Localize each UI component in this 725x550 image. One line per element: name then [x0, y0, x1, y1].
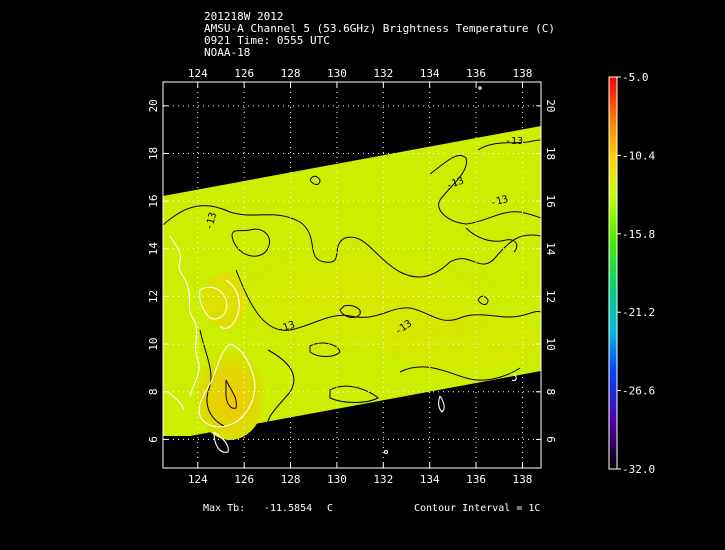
max-tb-unit: C	[327, 503, 334, 514]
contour-label: -13	[505, 136, 523, 147]
lat-tick-label-left: 14	[147, 242, 160, 256]
max-tb-value: -11.5854	[264, 503, 313, 514]
lon-tick-label-top: 134	[420, 67, 440, 80]
lat-tick-label-left: 16	[147, 195, 160, 208]
lat-tick-label-right: 8	[544, 388, 557, 395]
colorbar-labels: -5.0 -10.4 -15.8 -21.2 -26.6 -32.0	[617, 71, 655, 476]
lat-tick-label-right: 6	[544, 436, 557, 443]
lon-tick-label-top: 124	[188, 67, 208, 80]
product-id: 201218W 2012	[204, 10, 284, 23]
colorbar-label: -32.0	[622, 463, 655, 476]
lat-tick-label-right: 16	[544, 195, 557, 208]
lon-tick-label-top: 138	[513, 67, 533, 80]
colorbar	[608, 76, 618, 470]
product-title: AMSU-A Channel 5 (53.6GHz) Brightness Te…	[204, 22, 555, 35]
contour-label: -13	[204, 211, 219, 231]
satellite-name: NOAA-18	[204, 46, 251, 59]
lon-tick-label-bottom: 126	[234, 473, 254, 486]
swath-shade	[380, 310, 540, 370]
lon-tick-label-bottom: 124	[188, 473, 208, 486]
lat-tick-label-left: 12	[147, 290, 160, 303]
colorbar-label: -15.8	[622, 228, 655, 241]
lon-tick-label-bottom: 130	[327, 473, 347, 486]
lon-tick-label-bottom: 136	[466, 473, 486, 486]
map-frame	[162, 81, 542, 469]
contour-interval: Contour Interval = 1C	[414, 503, 541, 514]
time-line: 0921 Time: 0555 UTC	[204, 34, 330, 47]
lon-tick-label-top: 126	[234, 67, 254, 80]
warm-core	[203, 272, 247, 328]
lat-tick-label-right: 12	[544, 290, 557, 303]
lat-tick-label-left: 8	[147, 388, 160, 395]
lat-tick-label-left: 6	[147, 436, 160, 443]
lat-tick-label-right: 14	[544, 242, 557, 256]
colorbar-label: -5.0	[622, 71, 649, 84]
coastline	[167, 86, 517, 455]
lon-tick-label-top: 136	[466, 67, 486, 80]
colorbar-label: -10.4	[622, 149, 655, 162]
colorbar-label: -26.6	[622, 385, 655, 398]
lat-tick-label-right: 18	[544, 147, 557, 160]
lon-tick-label-top: 128	[281, 67, 301, 80]
lon-tick-label-bottom: 128	[281, 473, 301, 486]
axis-labels: 1241241261261281281301301321321341341361…	[147, 67, 557, 486]
contour-lines	[163, 139, 541, 433]
lat-tick-label-right: 10	[544, 337, 557, 350]
lat-tick-label-right: 20	[544, 99, 557, 112]
lon-tick-label-bottom: 134	[420, 473, 440, 486]
contour-label: -13	[489, 194, 509, 209]
lat-tick-label-left: 20	[147, 99, 160, 112]
colorbar-label: -21.2	[622, 306, 655, 319]
lat-lon-grid	[163, 82, 541, 468]
lat-tick-label-left: 10	[147, 337, 160, 350]
lon-tick-label-bottom: 138	[513, 473, 533, 486]
lon-tick-label-top: 132	[373, 67, 393, 80]
lon-tick-label-bottom: 132	[373, 473, 393, 486]
lon-tick-label-top: 130	[327, 67, 347, 80]
max-tb-label: Max Tb:	[203, 503, 246, 514]
lat-tick-label-left: 18	[147, 147, 160, 160]
